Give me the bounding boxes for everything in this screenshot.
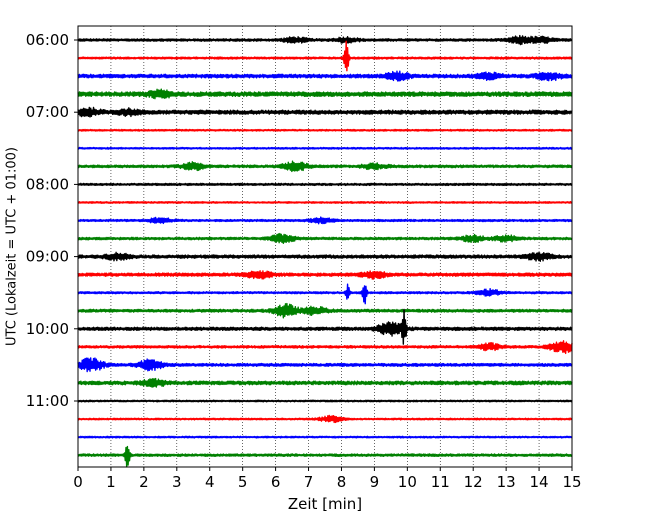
x-tick-label: 14	[530, 473, 549, 491]
x-tick-label: 9	[370, 473, 380, 491]
x-axis-ticks: 0 1 2 3 4 5 6 7 8 9 10 11 12 13 14 15	[73, 467, 582, 491]
trace-1000	[77, 308, 573, 345]
x-tick-label: 2	[139, 473, 149, 491]
trace-0830	[77, 216, 573, 225]
trace-0915	[77, 270, 573, 280]
trace-0815	[77, 200, 573, 204]
y-tick-label: 08:00	[26, 175, 69, 193]
trace-0930	[77, 283, 573, 305]
x-tick-label: 13	[497, 473, 516, 491]
y-tick-label: 06:00	[26, 31, 69, 49]
x-tick-label: 4	[205, 473, 215, 491]
trace-1045	[77, 377, 573, 388]
x-tick-label: 7	[304, 473, 314, 491]
x-tick-label: 12	[464, 473, 483, 491]
x-tick-label: 15	[562, 473, 581, 491]
trace-0730	[77, 146, 573, 150]
x-tick-label: 8	[337, 473, 347, 491]
y-tick-label: 07:00	[26, 103, 69, 121]
y-axis-label: UTC (Lokalzeit = UTC + 01:00)	[5, 147, 20, 346]
trace-0600	[77, 34, 573, 46]
trace-1145	[77, 445, 573, 468]
trace-0800	[77, 182, 573, 187]
trace-1100	[77, 399, 573, 403]
x-tick-label: 6	[271, 473, 281, 491]
x-tick-label: 3	[172, 473, 182, 491]
seismic-traces	[77, 34, 573, 468]
trace-1130	[77, 435, 573, 439]
y-tick-label: 10:00	[26, 320, 69, 338]
x-tick-label: 1	[106, 473, 116, 491]
y-axis-ticks: 06:00 07:00 08:00 09:00 10:00 11:00	[26, 31, 78, 410]
x-tick-label: 5	[238, 473, 248, 491]
trace-0715	[77, 128, 573, 132]
trace-1115	[77, 414, 573, 424]
y-tick-label: 09:00	[26, 248, 69, 266]
trace-0615	[77, 40, 573, 72]
trace-0745	[77, 160, 573, 173]
trace-0900	[77, 251, 573, 262]
trace-0645	[77, 88, 573, 100]
x-tick-label: 0	[73, 473, 83, 491]
trace-0945	[77, 302, 573, 319]
x-axis-label: Zeit [min]	[288, 495, 362, 513]
plot-frame	[77, 25, 573, 468]
trace-0845	[77, 232, 573, 244]
y-tick-label: 11:00	[26, 392, 69, 410]
trace-0700	[77, 106, 573, 118]
trace-1015	[77, 340, 573, 355]
trace-0630	[77, 70, 573, 82]
x-tick-label: 10	[398, 473, 417, 491]
x-tick-label: 11	[431, 473, 450, 491]
trace-1030	[77, 357, 573, 373]
